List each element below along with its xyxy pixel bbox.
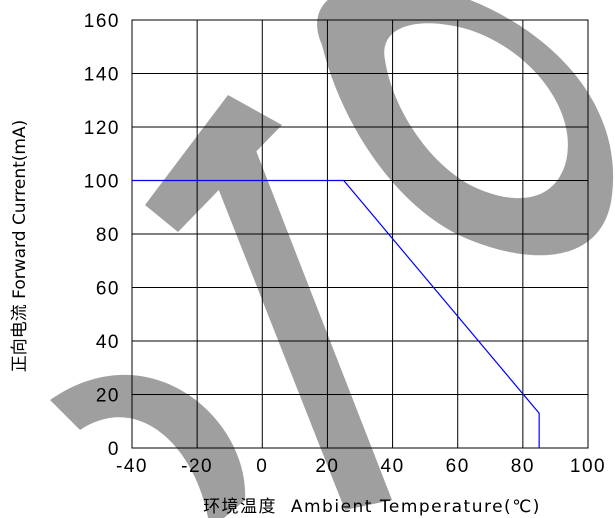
- y-axis-label: 正向电流 Forward Current(mA): [10, 120, 30, 372]
- x-axis-label: 环境温度 Ambient Temperature(℃): [203, 497, 541, 517]
- x-tick-label: 80: [511, 456, 535, 477]
- y-tick-label: 100: [84, 172, 120, 193]
- y-tick-label: 160: [84, 11, 120, 32]
- x-tick-label: -40: [116, 456, 148, 477]
- x-tick-label: -20: [181, 456, 213, 477]
- y-tick-label: 80: [96, 225, 120, 246]
- y-tick-label: 20: [96, 386, 120, 407]
- x-tick-label: 60: [446, 456, 470, 477]
- x-tick-label: 0: [256, 456, 268, 477]
- watermark-logo: [50, 0, 613, 518]
- x-tick-label: 40: [381, 456, 405, 477]
- x-tick-label: 100: [570, 456, 606, 477]
- y-tick-label: 40: [96, 332, 120, 353]
- y-tick-label: 140: [84, 65, 120, 86]
- y-tick-label: 120: [84, 118, 120, 139]
- watermark-letter-o: [317, 0, 613, 255]
- x-tick-label: 20: [315, 456, 339, 477]
- y-tick-label: 60: [96, 279, 120, 300]
